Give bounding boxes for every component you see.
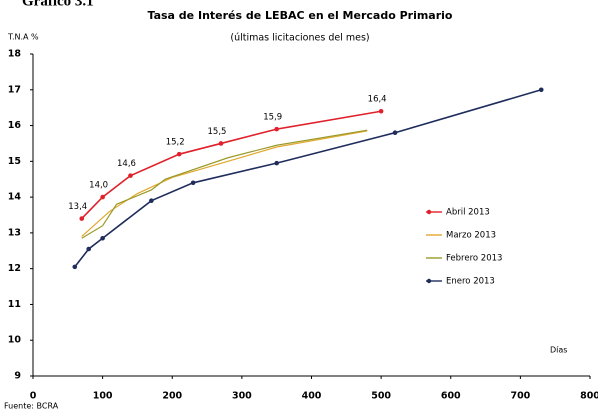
point <box>72 264 78 270</box>
series-line <box>74 89 542 268</box>
y-tick-label: 12 <box>8 263 21 274</box>
point <box>100 235 105 241</box>
y-tick-label: 18 <box>8 49 22 60</box>
point <box>190 180 196 186</box>
x-tick-label: 400 <box>302 391 322 402</box>
legend-label: Enero 2013 <box>446 277 495 287</box>
y-axis-label: T.N.A % <box>7 33 39 42</box>
x-tick-label: 700 <box>510 391 530 402</box>
x-tick-label: 100 <box>93 391 113 402</box>
point <box>128 173 133 178</box>
point <box>100 194 105 200</box>
chart-subtitle: (últimas licitaciones del mes) <box>230 33 369 44</box>
point <box>176 151 182 157</box>
source: Fuente: BCRA <box>4 402 59 411</box>
data-label: 13,4 <box>68 202 87 212</box>
legend-label: Febrero 2013 <box>446 254 502 264</box>
legend-label: Marzo 2013 <box>446 231 496 241</box>
x-tick-label: 500 <box>371 391 391 402</box>
y-tick-label: 16 <box>8 120 22 131</box>
x-axis-label: Días <box>550 346 567 355</box>
series-line <box>81 129 368 239</box>
y-tick-label: 11 <box>8 299 21 310</box>
x-tick-label: 300 <box>232 391 252 402</box>
data-label: 16,4 <box>368 95 387 105</box>
y-tick-label: 17 <box>8 84 21 95</box>
x-tick-label: 800 <box>580 391 598 402</box>
chart-heading: Gráfico 3.1 <box>22 0 94 9</box>
point <box>538 87 544 93</box>
y-tick-label: 10 <box>8 335 22 346</box>
x-tick-label: 600 <box>441 391 461 402</box>
legend-marker <box>426 278 432 284</box>
data-label: 14,0 <box>89 181 108 191</box>
point <box>79 216 85 221</box>
legend-label: Abril 2013 <box>446 208 490 218</box>
chart-title: Tasa de Interés de LEBAC en el Mercado P… <box>148 9 453 22</box>
point <box>86 246 91 252</box>
y-tick-label: 14 <box>8 192 22 203</box>
y-tick-label: 15 <box>8 156 21 167</box>
x-tick-label: 0 <box>30 391 37 402</box>
data-label: 15,2 <box>166 138 185 148</box>
point <box>392 130 398 136</box>
x-tick-label: 200 <box>162 391 182 402</box>
y-tick-label: 13 <box>8 227 21 238</box>
point <box>378 108 384 114</box>
y-tick-label: 9 <box>14 371 21 382</box>
point <box>274 160 279 166</box>
data-label: 15,5 <box>208 127 227 137</box>
point <box>274 126 279 132</box>
point <box>149 198 154 203</box>
data-label: 15,9 <box>263 113 282 123</box>
legend-marker <box>426 209 432 215</box>
point <box>218 141 224 146</box>
data-label: 14,6 <box>117 159 136 169</box>
